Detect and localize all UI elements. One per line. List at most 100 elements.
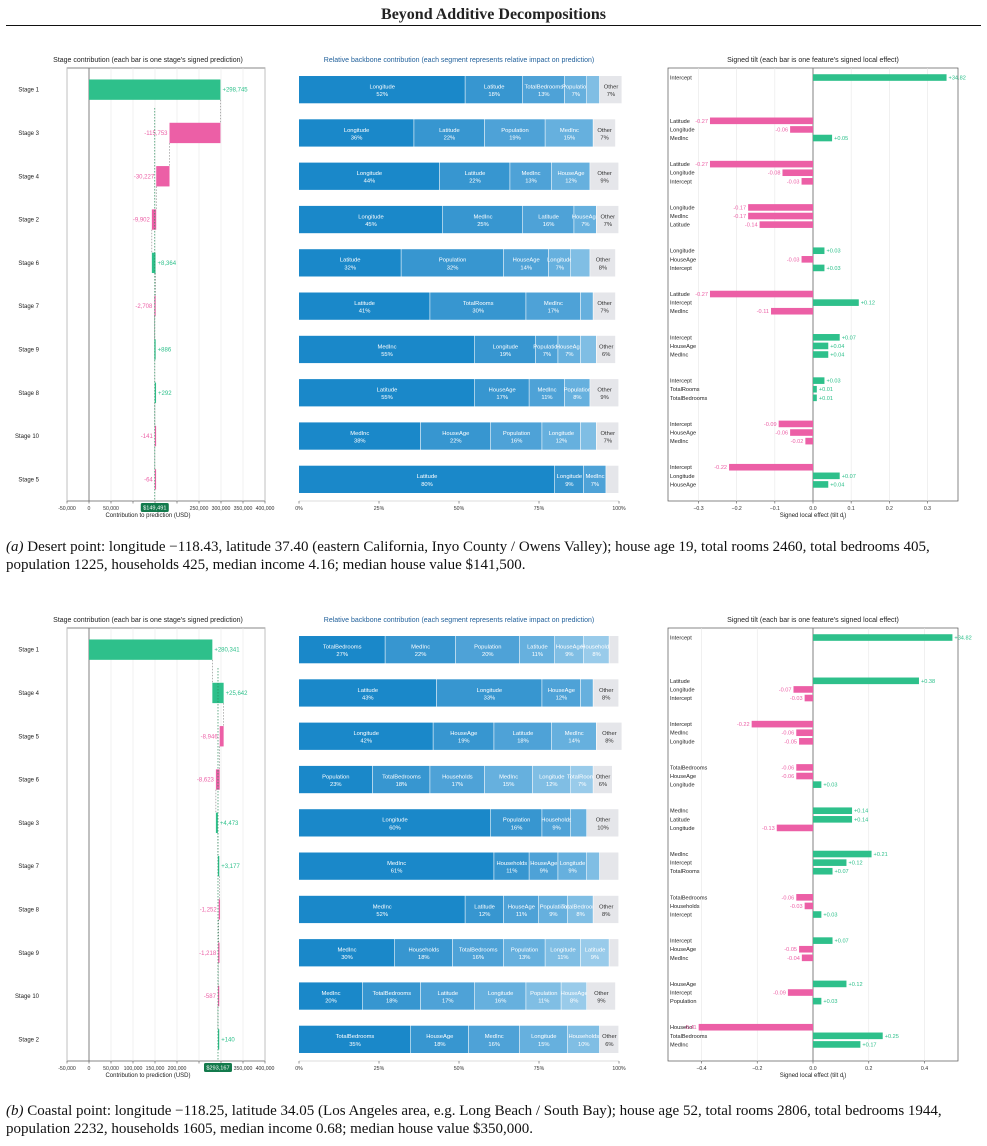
tilt-tick-label: 0.2 bbox=[886, 506, 893, 512]
backbone-segment-label: Other bbox=[599, 904, 614, 910]
backbone-segment-label: Longitude bbox=[357, 171, 382, 177]
stage-bar bbox=[156, 166, 170, 187]
backbone-segment bbox=[523, 76, 564, 104]
tilt-feature-label: MedInc bbox=[670, 1042, 689, 1048]
stage-x-axis-label: Contribution to prediction (USD) bbox=[105, 513, 190, 519]
stage-label: Stage 5 bbox=[18, 477, 39, 483]
tilt-value-label: -0.03 bbox=[787, 257, 800, 263]
tilt-value-label: +0.05 bbox=[834, 136, 848, 142]
backbone-segment bbox=[299, 162, 440, 190]
backbone-segment-value: 10% bbox=[597, 825, 609, 831]
stage-value-label: +25,642 bbox=[226, 691, 249, 697]
backbone-segment-label: MedInc bbox=[560, 128, 579, 134]
backbone-segment bbox=[587, 809, 619, 837]
backbone-segment bbox=[590, 162, 619, 190]
backbone-segment-value: 7% bbox=[565, 352, 573, 358]
tilt-bar bbox=[751, 720, 813, 728]
backbone-segment bbox=[299, 852, 494, 880]
backbone-segment-value: 18% bbox=[434, 1042, 446, 1048]
backbone-segment-label: MedInc bbox=[337, 948, 356, 954]
backbone-segment-value: 14% bbox=[520, 265, 532, 271]
backbone-segment-value: 7% bbox=[591, 482, 599, 488]
tilt-value-label: -0.17 bbox=[733, 214, 746, 220]
backbone-segment-value: 11% bbox=[557, 955, 568, 961]
backbone-segment-value: 55% bbox=[381, 395, 393, 401]
backbone-segment-label: HouseAge bbox=[426, 1034, 453, 1040]
stage-bar bbox=[89, 79, 221, 100]
backbone-segment bbox=[555, 465, 584, 493]
backbone-segment bbox=[395, 939, 452, 967]
backbone-segment-value: 23% bbox=[330, 782, 342, 788]
tilt-value-label: +0.07 bbox=[835, 869, 849, 875]
backbone-segment-value: 19% bbox=[500, 352, 512, 358]
backbone-segment-value: 7% bbox=[600, 309, 608, 315]
backbone-segment-value: 16% bbox=[511, 825, 523, 831]
tilt-bar bbox=[813, 134, 833, 142]
stage-bar bbox=[169, 122, 221, 144]
tilt-value-label: -0.08 bbox=[768, 171, 781, 177]
backbone-segment bbox=[299, 895, 465, 924]
tilt-bar bbox=[804, 902, 813, 910]
backbone-segment bbox=[475, 982, 526, 1010]
title-rule bbox=[6, 25, 981, 26]
tilt-feature-label: Intercept bbox=[670, 696, 692, 702]
tilt-x-axis-label: Signed local effect (tilt dj) bbox=[780, 513, 847, 520]
tilt-bar bbox=[790, 429, 813, 436]
stage-bar bbox=[218, 899, 221, 920]
tilt-value-label: -0.17 bbox=[733, 205, 746, 211]
backbone-segment-label: Other bbox=[597, 171, 612, 177]
tilt-axis-label-sub: j bbox=[842, 515, 844, 520]
backbone-segment-value: 16% bbox=[495, 998, 507, 1004]
backbone-segment bbox=[475, 335, 536, 364]
stage-tick-label: 100,000 bbox=[124, 1066, 143, 1072]
backbone-segment-value: 19% bbox=[458, 739, 470, 745]
backbone-tick-label: 25% bbox=[374, 1066, 385, 1072]
backbone-segment-label: HouseAge bbox=[450, 731, 477, 737]
backbone-segment-value: 11% bbox=[532, 652, 543, 658]
backbone-segment bbox=[593, 679, 619, 707]
backbone-segment-value: 9% bbox=[565, 482, 573, 488]
backbone-segment-label: TotalBedrooms bbox=[382, 774, 421, 780]
backbone-segment-label: Population bbox=[540, 904, 567, 910]
backbone-segment bbox=[529, 379, 564, 407]
stage-x-axis-label: Contribution to prediction (USD) bbox=[105, 1073, 190, 1079]
stage-label: Stage 1 bbox=[18, 648, 39, 654]
tilt-bar bbox=[796, 729, 813, 737]
backbone-segment-value: 13% bbox=[525, 179, 537, 185]
tilt-feature-label: Households bbox=[670, 904, 700, 910]
backbone-segment-label: MedInc bbox=[499, 774, 518, 780]
backbone-segment-value: 7% bbox=[607, 92, 615, 98]
tilt-feature-label: Latitude bbox=[670, 119, 690, 125]
tilt-value-label: -0.04 bbox=[787, 956, 800, 962]
backbone-segment-value: 22% bbox=[450, 438, 462, 444]
backbone-segment-label: Households bbox=[442, 774, 473, 780]
tilt-axis-label-main: Signed local effect (tilt d bbox=[780, 1073, 844, 1079]
tilt-bar bbox=[813, 781, 822, 788]
backbone-segment-label: TotalBedrooms bbox=[323, 644, 362, 650]
backbone-segment bbox=[596, 205, 619, 234]
backbone-segment-value: 12% bbox=[479, 912, 491, 918]
figure-a-caption: (a) Desert point: longitude −118.43, lat… bbox=[6, 538, 981, 574]
stage-final-label: $149,491 bbox=[143, 506, 166, 512]
stage-value-label: -1,218 bbox=[199, 951, 217, 957]
backbone-segment bbox=[439, 162, 510, 190]
stage-value-label: -587 bbox=[204, 994, 217, 1000]
tilt-bar bbox=[698, 1023, 813, 1031]
backbone-segment-value: 9% bbox=[591, 955, 599, 961]
backbone-segment-value: 7% bbox=[581, 222, 589, 228]
tilt-value-label: -0.06 bbox=[775, 431, 788, 437]
backbone-segment bbox=[299, 809, 491, 837]
stage-bar bbox=[219, 726, 224, 747]
backbone-segment-label: Latitude bbox=[527, 644, 548, 650]
backbone-segment-label: TotalBedrooms bbox=[336, 1034, 375, 1040]
backbone-segment bbox=[299, 292, 430, 320]
backbone-segment-label: Households bbox=[541, 818, 572, 824]
backbone-segment-value: 19% bbox=[509, 135, 521, 141]
tilt-panel-title: Signed tilt (each bar is one feature's s… bbox=[727, 617, 899, 624]
backbone-segment-value: 33% bbox=[484, 695, 496, 701]
backbone-segment-value: 30% bbox=[472, 309, 484, 315]
stage-label: Stage 1 bbox=[18, 88, 39, 94]
tilt-axis-label-close: ) bbox=[844, 1073, 846, 1079]
backbone-segment-value: 16% bbox=[472, 955, 484, 961]
tilt-feature-label: MedInc bbox=[670, 136, 689, 142]
